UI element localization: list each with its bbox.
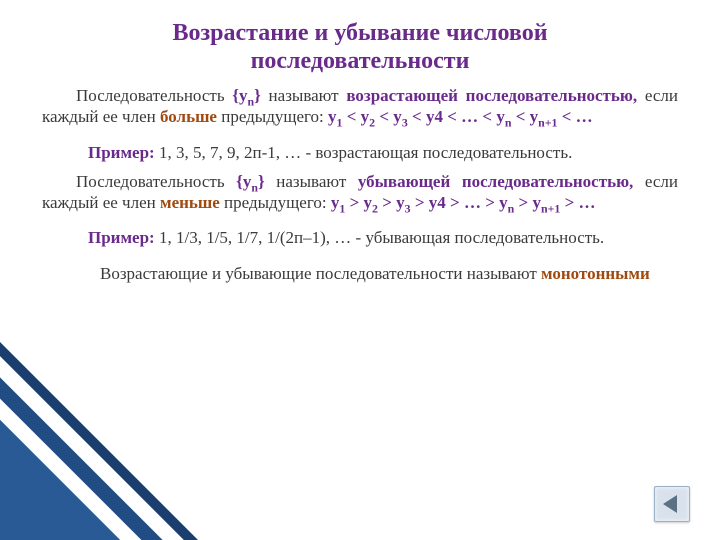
monotone-term: монотонными <box>541 264 650 283</box>
p2-d: предыдущего: <box>220 193 331 212</box>
example-1-body: 1, 3, 5, 7, 9, 2п-1, … - возрастающая по… <box>155 143 573 162</box>
decreasing-example: Пример: 1, 1/3, 1/5, 1/7, 1/(2п–1), … - … <box>54 227 678 248</box>
back-arrow-icon <box>663 495 677 513</box>
smaller-word: меньше <box>160 193 220 212</box>
p2-b: называют <box>265 172 358 191</box>
increasing-term: возрастающей последовательностью, <box>346 86 637 105</box>
increasing-chain: у1 < у2 < у3 < у4 < … < уn < уn+1 < … <box>328 107 593 126</box>
p2-lead: Последовательность <box>76 172 236 191</box>
concl-lead: Возрастающие и убывающие последовательно… <box>100 264 541 283</box>
monotone-conclusion: Возрастающие и убывающие последовательно… <box>66 263 662 284</box>
p1-d: предыдущего: <box>217 107 328 126</box>
decreasing-definition: Последовательность {уn} называют убывающ… <box>42 171 678 214</box>
bigger-word: больше <box>160 107 217 126</box>
slide-title: Возрастание и убывание числовой последов… <box>42 20 678 75</box>
example-label: Пример: <box>88 143 155 162</box>
p1-lead: Последовательность <box>76 86 232 105</box>
sequence-symbol: {уn} <box>232 86 261 105</box>
increasing-definition: Последовательность {уn} называют возраст… <box>42 85 678 128</box>
example-2-body: 1, 1/3, 1/5, 1/7, 1/(2п–1), … - убывающа… <box>155 228 604 247</box>
sequence-symbol-2: {уn} <box>236 172 265 191</box>
slide: Возрастание и убывание числовой последов… <box>0 0 720 540</box>
increasing-example: Пример: 1, 3, 5, 7, 9, 2п-1, … - возраст… <box>54 142 678 163</box>
decreasing-chain: у1 > у2 > у3 > у4 > … > уn > уn+1 > … <box>331 193 596 212</box>
example-label-2: Пример: <box>88 228 155 247</box>
decreasing-term: убывающей последовательностью, <box>358 172 633 191</box>
title-line-2: последовательности <box>251 48 470 74</box>
title-line-1: Возрастание и убывание числовой <box>172 20 547 46</box>
p1-b: называют <box>261 86 346 105</box>
nav-back-button[interactable] <box>654 486 690 522</box>
